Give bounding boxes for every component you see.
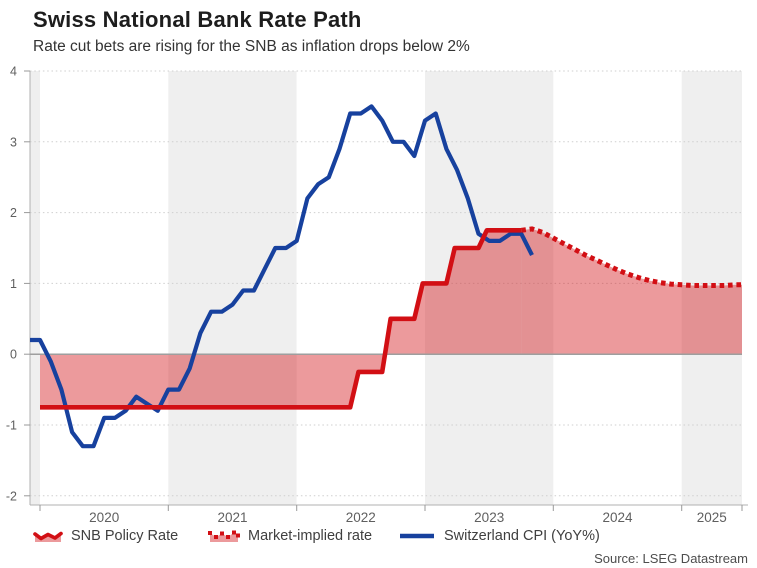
x-tick-label: 2024 (602, 510, 633, 525)
y-tick-label: 1 (10, 277, 17, 291)
policy-rate-area-fill (40, 230, 522, 408)
x-tick-label: 2025 (697, 510, 727, 525)
cpi-line (30, 104, 534, 449)
year-band (30, 71, 40, 505)
snb-policy-rate-area-icon (33, 531, 63, 542)
x-tick-label: 2020 (89, 510, 119, 525)
y-tick-label: 3 (10, 135, 17, 149)
y-tick-label: 2 (10, 206, 17, 220)
legend-item-switzerland-cpi: Switzerland CPI (YoY%) (398, 528, 600, 544)
legend-item-snb-policy-rate: SNB Policy Rate (33, 528, 178, 544)
legend-label-market-implied-rate: Market-implied rate (248, 528, 373, 544)
x-tick-label: 2021 (217, 510, 247, 525)
switzerland-cpi-line-icon (400, 533, 434, 539)
x-tick-label: 2023 (474, 510, 504, 525)
y-tick-label: 0 (10, 348, 17, 362)
y-tick-label: 4 (10, 65, 17, 79)
chart-title: Swiss National Bank Rate Path (33, 7, 362, 32)
year-band (168, 71, 297, 505)
legend-label-switzerland-cpi: Switzerland CPI (YoY%) (444, 528, 600, 544)
snb-policy-rate-line (40, 228, 522, 410)
source-attribution: Source: LSEG Datastream (594, 551, 748, 566)
y-tick-label: -1 (6, 419, 17, 433)
x-tick-label: 2022 (346, 510, 376, 525)
chart-subtitle: Rate cut bets are rising for the SNB as … (33, 38, 470, 55)
y-tick-label: -2 (6, 489, 17, 503)
market-implied-rate-dotted-icon (208, 530, 240, 542)
legend-item-market-implied-rate: Market-implied rate (207, 528, 372, 544)
legend-label-snb-policy-rate: SNB Policy Rate (71, 528, 179, 544)
market-implied-area-fill (521, 228, 742, 355)
